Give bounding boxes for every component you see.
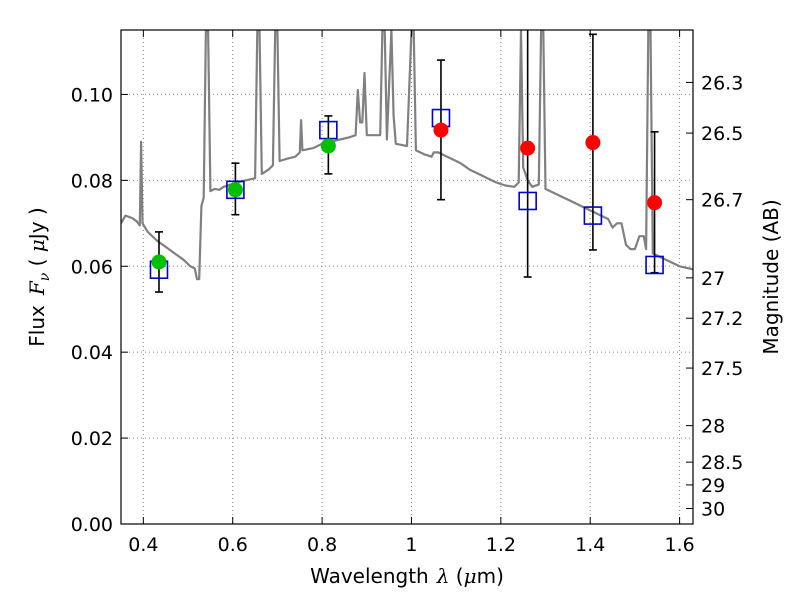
y-tick-label: 0.00 <box>71 514 113 536</box>
y-label-unit-mu: μ <box>25 239 49 252</box>
y2-tick-label: 30 <box>701 499 725 521</box>
model-flux-square <box>645 255 664 275</box>
y2-tick-label: 26.7 <box>701 190 743 212</box>
detection-point <box>151 254 167 270</box>
x-label-prefix: Wavelength <box>310 564 429 588</box>
x-label-symbol: λ <box>436 564 450 588</box>
upper-limit-point <box>647 195 663 211</box>
model-flux-square <box>226 180 245 200</box>
x-axis-label: Wavelength λ (μm) <box>310 564 504 588</box>
model-flux-square <box>518 191 537 211</box>
y-label-symbol: F <box>25 280 49 296</box>
y2-tick-label: 27.5 <box>701 358 743 380</box>
x-label-open: ( <box>449 564 463 588</box>
y2-tick-label: 27 <box>701 268 725 290</box>
y-label-open: ( <box>25 252 49 273</box>
y-label-unit-rest: Jy ) <box>25 207 49 241</box>
x-tick-label: 1.2 <box>486 534 516 556</box>
markers <box>149 30 664 293</box>
plot-frame <box>120 29 694 525</box>
model-flux-square <box>583 206 603 225</box>
ticks: 0.4 0.6 0.8 1 1.2 1.4 1.6 0.00 0.02 0.04 0.06 0.08 0… <box>71 30 743 556</box>
model-spectrum-line <box>121 30 693 281</box>
y2-tick-label: 27.2 <box>701 308 743 330</box>
x-label-unit-rest: m) <box>477 564 504 588</box>
detection-point <box>320 138 336 154</box>
x-label-unit-mu: μ <box>464 564 477 588</box>
y2-tick-label: 28.5 <box>701 452 743 474</box>
y-tick-label: 0.08 <box>71 170 113 192</box>
detection-point <box>227 182 243 198</box>
y-tick-label: 0.10 <box>71 84 113 106</box>
x-tick-label: 1.6 <box>664 534 694 556</box>
y2-tick-label: 26.5 <box>701 123 743 145</box>
y2-tick-label: 26.3 <box>701 72 743 94</box>
x-tick-label: 1.4 <box>575 534 605 556</box>
upper-limit-point <box>585 135 601 151</box>
x-tick-label: 0.4 <box>128 534 158 556</box>
y2-tick-label: 28 <box>701 416 725 438</box>
y-tick-label: 0.02 <box>71 428 113 450</box>
x-tick-label: 0.6 <box>218 534 248 556</box>
y-axis-label: Flux Fν ( μJy ) <box>25 207 53 346</box>
y-label-prefix: Flux <box>25 305 49 347</box>
upper-limit-point <box>520 140 536 156</box>
x-tick-label: 0.8 <box>307 534 337 556</box>
y-tick-label: 0.04 <box>71 342 113 364</box>
upper-limit-point <box>433 122 449 138</box>
y2-axis-label: Magnitude (AB) <box>759 199 783 354</box>
y-label-subscript: ν <box>37 272 53 281</box>
y-tick-label: 0.06 <box>71 256 113 278</box>
x-tick-label: 1 <box>405 534 417 556</box>
grid <box>121 30 693 525</box>
plot-area <box>121 30 693 281</box>
y2-tick-label: 29 <box>701 475 725 497</box>
